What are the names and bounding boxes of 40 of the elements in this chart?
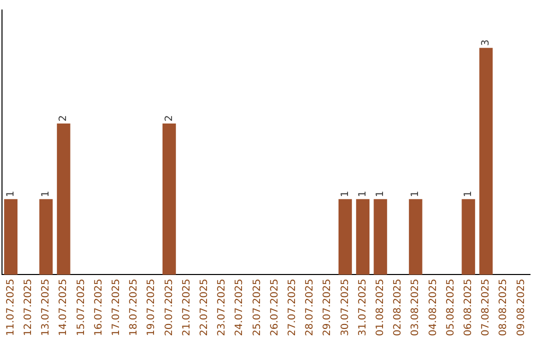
x-tick-label: 08.08.2025 [498,278,510,336]
x-tick-label: 31.07.2025 [357,278,368,336]
x-tick-label: 15.07.2025 [76,278,87,336]
x-tick-label: 01.08.2025 [374,278,386,336]
data-label: 2 [58,115,70,122]
x-tick-label: 24.07.2025 [234,278,246,336]
x-tick-label: 07.08.2025 [480,278,492,336]
data-label: 1 [340,190,351,198]
data-label: 1 [410,190,422,198]
data-label: 1 [5,190,16,198]
x-tick-label: 09.08.2025 [516,278,527,336]
x-tick-label: 21.07.2025 [181,278,192,336]
x-tick-label: 16.07.2025 [93,278,104,336]
x-tick-label: 04.08.2025 [428,278,439,336]
x-tick-label: 23.07.2025 [216,278,228,336]
x-tick-label: 18.07.2025 [128,278,140,336]
x-tick-label: 17.07.2025 [110,278,122,336]
x-tick-label: 12.07.2025 [22,278,34,336]
x-tick-label: 14.07.2025 [58,278,70,336]
x-tick-label: 05.08.2025 [445,278,456,336]
x-tick-label: 30.07.2025 [340,278,351,336]
x-tick-label: 13.07.2025 [40,278,52,336]
x-tick-label: 06.08.2025 [462,278,474,336]
x-tick-label: 29.07.2025 [322,278,334,336]
x-tick-label: 20.07.2025 [164,278,175,336]
x-tick-label: 11.07.2025 [5,278,16,336]
data-label: 3 [480,39,492,46]
x-tick-label: 19.07.2025 [146,278,158,336]
data-label: 1 [462,190,474,198]
data-label: 1 [357,190,368,198]
x-tick-label: 26.07.2025 [269,278,280,336]
data-label: 2 [164,115,175,122]
data-label: 1 [374,190,386,198]
x-tick-label: 25.07.2025 [252,278,263,336]
data-label: 1 [40,190,52,198]
x-tick-label: 28.07.2025 [304,278,316,336]
x-tick-label: 22.07.2025 [198,278,210,336]
x-tick-label: 03.08.2025 [410,278,422,336]
x-tick-label: 02.08.2025 [392,278,404,336]
x-tick-label: 27.07.2025 [286,278,298,336]
